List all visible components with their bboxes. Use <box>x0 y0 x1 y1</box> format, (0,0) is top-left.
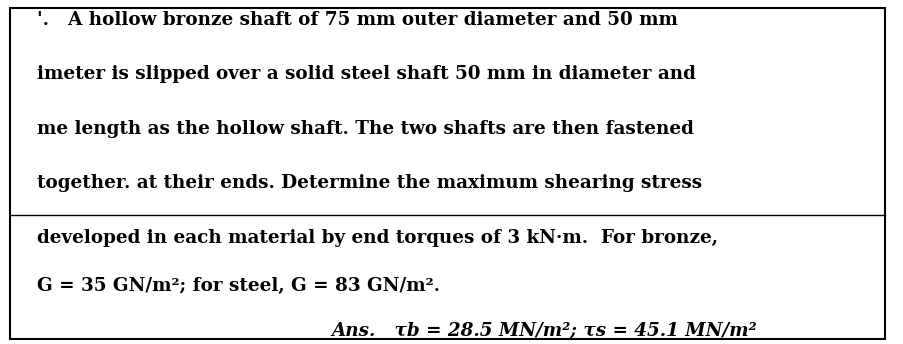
Text: developed in each material by end torques of 3 kN·m.  For bronze,: developed in each material by end torque… <box>37 229 717 247</box>
Text: together. at their ends. Determine the maximum shearing stress: together. at their ends. Determine the m… <box>37 174 702 193</box>
Text: G = 35 GN/m²; for steel, G = 83 GN/m².: G = 35 GN/m²; for steel, G = 83 GN/m². <box>37 277 440 295</box>
Text: me length as the hollow shaft. The two shafts are then fastened: me length as the hollow shaft. The two s… <box>37 120 694 138</box>
Text: '.   A hollow bronze shaft of 75 mm outer diameter and 50 mm: '. A hollow bronze shaft of 75 mm outer … <box>37 11 677 29</box>
Text: Ans.   τb = 28.5 MN/m²; τs = 45.1 MN/m²: Ans. τb = 28.5 MN/m²; τs = 45.1 MN/m² <box>331 321 757 339</box>
Text: imeter is slipped over a solid steel shaft 50 mm in diameter and: imeter is slipped over a solid steel sha… <box>37 65 695 83</box>
